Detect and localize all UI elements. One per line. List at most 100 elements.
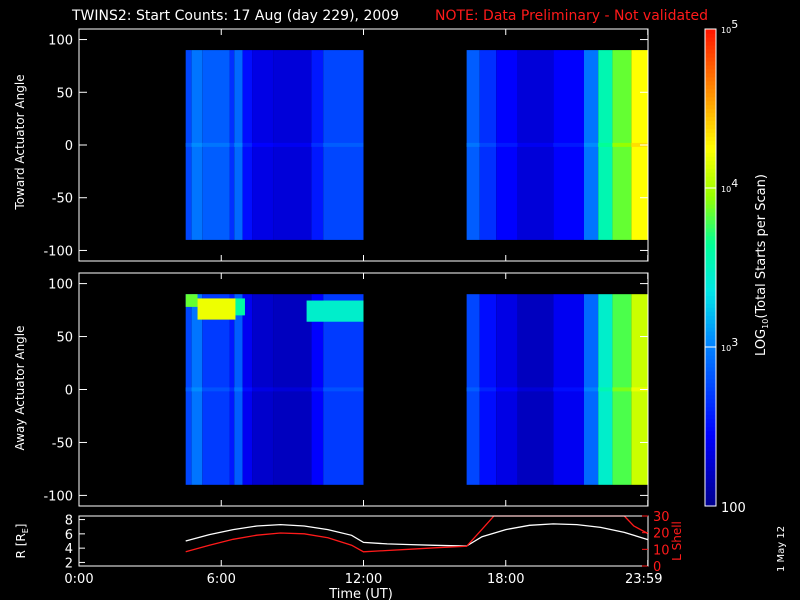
colorbar-segment [705, 231, 716, 237]
heatmap-row-band [323, 387, 364, 392]
heatmap-row-band [466, 387, 480, 392]
colorbar-tick-exponent: 3 [731, 336, 738, 349]
heatmap-row-band [229, 387, 235, 392]
colorbar-segment [705, 156, 716, 161]
colorbar-segment [705, 132, 716, 137]
colorbar-segment [705, 275, 716, 281]
x-tick-label: 12:00 [345, 572, 382, 587]
colorbar-segment [705, 168, 716, 173]
colorbar-segment [705, 48, 716, 54]
colorbar-segment [705, 164, 716, 169]
heatmap-row-band [202, 387, 230, 392]
colorbar-tick-label: 104 [721, 177, 738, 194]
heatmap-row-band [553, 142, 584, 147]
colorbar-segment [705, 207, 716, 213]
heatmap-row-band [553, 387, 584, 392]
colorbar-segment [705, 263, 716, 269]
y-tick-label: 50 [56, 331, 73, 346]
colorbar-segment [705, 100, 716, 106]
colorbar-segment [705, 223, 716, 229]
date-stamp: 1 May 12 [776, 526, 787, 572]
colorbar-segment [705, 255, 716, 261]
heatmap-row-band [496, 387, 518, 392]
colorbar-segment [705, 72, 716, 78]
colorbar-segment [705, 29, 716, 34]
colorbar-segment [705, 446, 716, 451]
colorbar-segment [705, 271, 716, 277]
colorbar-segment [705, 195, 716, 201]
colorbar-tick-label: 103 [721, 336, 738, 353]
colorbar-segment [705, 247, 716, 253]
colorbar-segment [705, 215, 716, 221]
colorbar-segment [705, 343, 716, 348]
colorbar-segment [705, 327, 716, 332]
colorbar-segment [705, 450, 716, 455]
y-tick-label: -50 [52, 436, 73, 451]
colorbar-segment [705, 323, 716, 328]
colorbar-segment [705, 370, 716, 376]
heatmap-row-band [612, 142, 632, 147]
heatmap-row-band [517, 142, 554, 147]
colorbar-segment [705, 307, 716, 312]
colorbar-tick-exponent: 4 [731, 177, 738, 190]
heatmap-row-band [191, 142, 203, 147]
y-tick-label: 50 [56, 86, 73, 101]
heatmap-hot-band-1 [197, 298, 236, 320]
colorbar-segment [705, 474, 716, 479]
colorbar-segment [705, 442, 716, 447]
heatmap-row-band [583, 387, 599, 392]
right-tick-label: 30 [653, 510, 670, 525]
colorbar-segment [705, 358, 716, 364]
colorbar-segment [705, 366, 716, 372]
colorbar-segment [705, 96, 716, 102]
heatmap-row-band [185, 387, 192, 392]
heatmap-row-band [311, 387, 324, 392]
colorbar-segment [705, 382, 716, 388]
y-tick-label: -50 [52, 192, 73, 207]
colorbar-segment [705, 32, 716, 38]
right-tick-label: 20 [653, 527, 670, 542]
colorbar-segment [705, 303, 716, 308]
r-axis-label-sub: E [21, 528, 30, 533]
colorbar-segment [705, 438, 716, 444]
toward-heatmap-panel: 100 50 0 -50 -100 [43, 28, 649, 262]
colorbar-segment [705, 52, 716, 58]
y-tick-label: 0 [65, 384, 73, 399]
colorbar-segment [705, 406, 716, 412]
colorbar-segment [705, 176, 716, 181]
colorbar-segment [705, 104, 716, 110]
colorbar-segment [705, 466, 716, 471]
heatmap-row-band [185, 142, 192, 147]
colorbar-segment [705, 259, 716, 265]
toward-y-label: Toward Actuator Angle [13, 74, 27, 210]
colorbar-segment [705, 235, 716, 241]
left-tick-label: 2 [65, 556, 73, 571]
x-tick-label: 0:00 [64, 572, 93, 587]
y-tick-label: -100 [43, 489, 73, 504]
heatmap-row-band [631, 387, 648, 392]
x-tick-label: 6:00 [207, 572, 236, 587]
colorbar-segment [705, 188, 716, 193]
colorbar-segment [705, 251, 716, 257]
colorbar-segment [705, 410, 716, 416]
colorbar: 105 104 103 100 [704, 18, 746, 516]
colorbar-segment [705, 486, 716, 491]
colorbar-segment [705, 136, 716, 141]
heatmap-row-band [612, 387, 632, 392]
colorbar-segment [705, 462, 716, 467]
colorbar-segment [705, 144, 716, 149]
colorbar-segment [705, 470, 716, 475]
colorbar-segment [705, 422, 716, 428]
y-tick-label: 100 [48, 34, 73, 49]
r-axis-label-text: R [R [14, 533, 28, 558]
r-axis-label: R [RE] [14, 524, 30, 559]
colorbar-segment [705, 172, 716, 177]
heatmap-row-band [598, 142, 613, 147]
heatmap-row-band [598, 387, 613, 392]
colorbar-segment [705, 199, 716, 205]
left-tick-label: 6 [65, 528, 73, 543]
y-tick-label: -100 [43, 244, 73, 259]
colorbar-segment [705, 291, 716, 296]
colorbar-segment [705, 311, 716, 316]
right-tick-label: 10 [653, 543, 670, 558]
